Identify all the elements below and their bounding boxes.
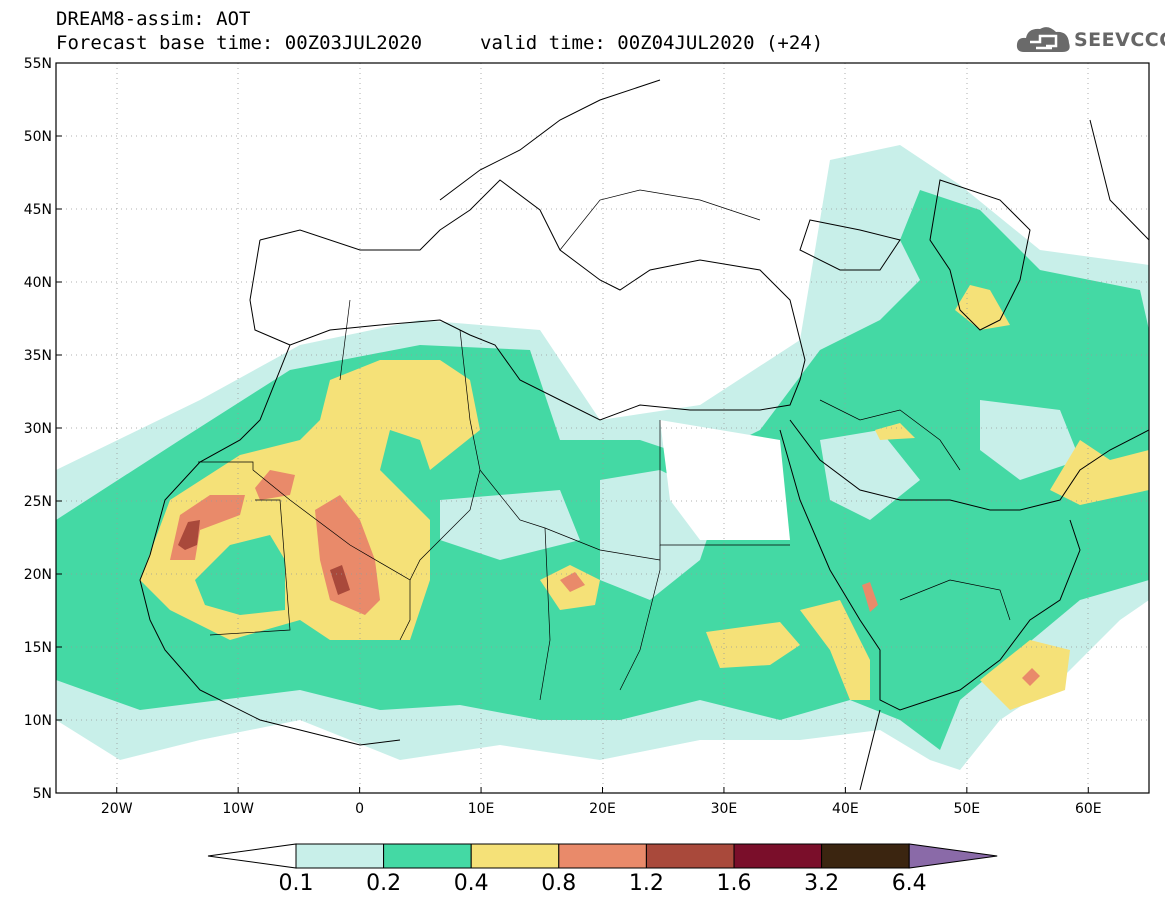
colorbar-label: 0.4: [454, 871, 489, 896]
lat-label: 50N: [24, 129, 52, 145]
colorbar-min-arrow: [207, 843, 297, 869]
aot-field: [56, 145, 1149, 770]
aot-hole-sahara-west: [195, 535, 285, 615]
lat-label: 55N: [24, 56, 52, 72]
lat-label: 15N: [24, 640, 52, 656]
country-borders: [198, 189, 1011, 701]
lon-label: 10W: [222, 801, 254, 817]
lat-label: 25N: [24, 494, 52, 510]
colorbar-label: 1.2: [629, 871, 664, 896]
colorbar-label: 0.8: [541, 871, 576, 896]
colorbar-box: [733, 843, 823, 869]
colorbar-label: 6.4: [892, 871, 927, 896]
aot-orange-eritrea: [862, 582, 878, 612]
colorbar-label: 0.1: [279, 871, 314, 896]
colorbar-label: 1.6: [717, 871, 752, 896]
lon-label: 60E: [1075, 801, 1102, 817]
colorbar-label: 3.2: [804, 871, 839, 896]
colorbar-max-arrow: [908, 843, 998, 869]
longitude-axis: 20W 10W 0 10E 20E 30E 40E 50E 60E: [101, 787, 1102, 817]
lat-label: 45N: [24, 202, 52, 218]
logo-text: SEEVCCC: [1074, 29, 1165, 51]
map-title: DREAM8-assim: AOT: [56, 8, 251, 30]
lon-label: 0: [355, 801, 364, 817]
lat-label: 5N: [33, 786, 52, 802]
aot-hole-arabia: [820, 430, 920, 520]
lat-label: 30N: [24, 421, 52, 437]
latitude-axis: 55N 50N 45N 40N 35N 30N 25N 20N 15N 10N 5N: [24, 56, 62, 802]
lon-label: 20E: [589, 801, 616, 817]
colorbar: 0.1 0.2 0.4 0.8 1.2 1.6 3.2 6.4: [207, 843, 998, 896]
coastlines: [139, 79, 1149, 791]
seevccc-logo: SEEVCCC: [1016, 22, 1165, 58]
aot-clear-egypt: [660, 420, 790, 540]
aot-hole-libya: [440, 490, 580, 560]
aot-hole-iran: [980, 400, 1080, 480]
colorbar-box: [558, 843, 647, 869]
graticule: [56, 63, 1149, 793]
lat-label: 40N: [24, 275, 52, 291]
aot-yellow-iraq: [875, 423, 915, 440]
lon-label: 30E: [711, 801, 738, 817]
aot-band-1.2: [178, 520, 200, 550]
aot-orange-mali: [315, 495, 380, 615]
colorbar-box: [383, 843, 472, 869]
colorbar-box: [645, 843, 735, 869]
colorbar-box: [295, 843, 385, 869]
colorbar-box: [470, 843, 560, 869]
colorbar-label: 0.2: [366, 871, 401, 896]
valid-time: valid time: 00Z04JUL2020 (+24): [480, 32, 824, 54]
forecast-base-time: Forecast base time: 00Z03JUL2020: [56, 32, 423, 54]
lat-label: 20N: [24, 567, 52, 583]
lon-label: 50E: [953, 801, 980, 817]
colorbar-box: [821, 843, 910, 869]
aot-orange-algeria: [255, 470, 295, 500]
aot-yellow-sudan: [706, 622, 800, 668]
lon-label: 10E: [468, 801, 495, 817]
aot-orange-chad: [560, 572, 585, 592]
lon-label: 20W: [101, 801, 133, 817]
aot-orange-arabian-sea: [1022, 668, 1040, 686]
aot-yellow-redsea: [800, 600, 870, 700]
lon-label: 40E: [832, 801, 859, 817]
lat-label: 10N: [24, 713, 52, 729]
lat-label: 35N: [24, 348, 52, 364]
cloud-icon: [1016, 27, 1070, 52]
aot-yellow-gulf: [1050, 440, 1149, 505]
aot-brown-mali: [330, 565, 350, 595]
